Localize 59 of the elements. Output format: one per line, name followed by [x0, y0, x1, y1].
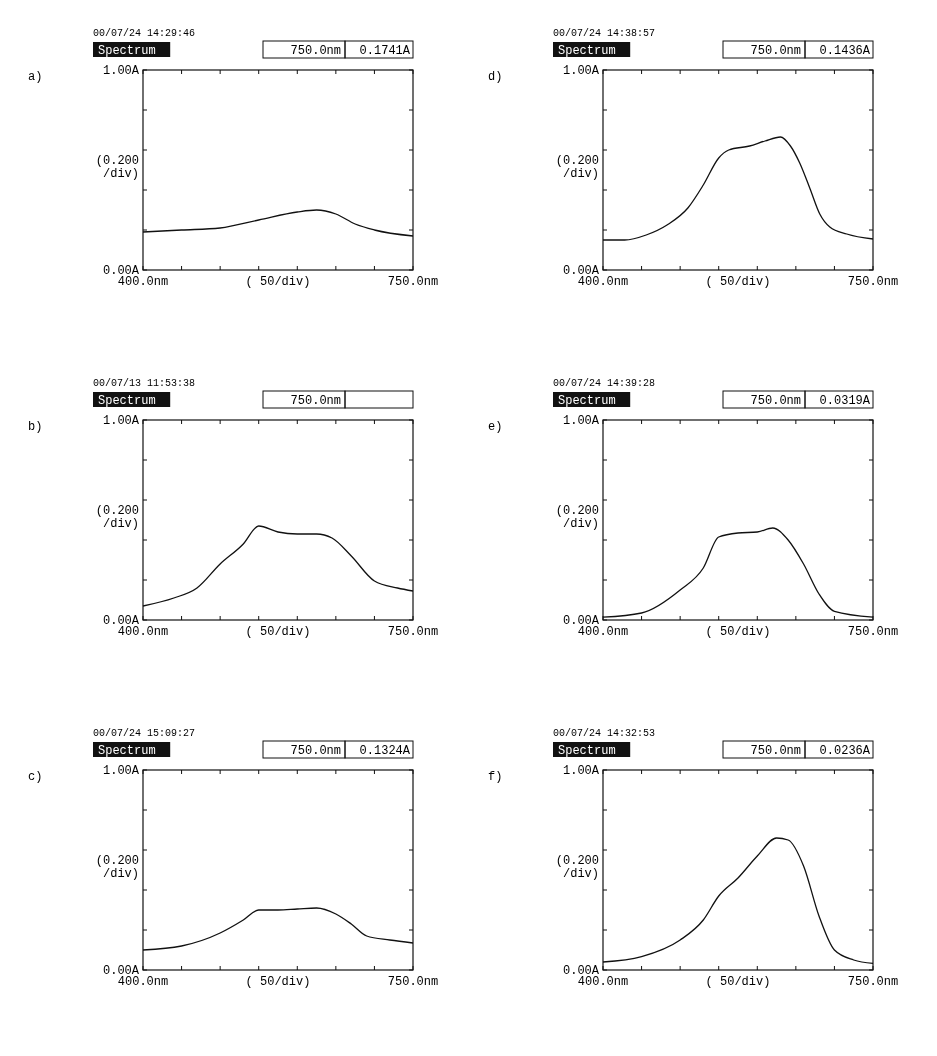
text: e) — [488, 420, 503, 434]
x-tick-label: 750.0nm — [387, 625, 439, 639]
x-tick-label: 400.0nm — [117, 975, 169, 989]
chart-subtitle: 00/07/24 14:38:57 — [553, 28, 656, 39]
text: d) — [488, 70, 503, 84]
text: 0.1436A — [819, 44, 871, 58]
y-axis-title: (0.200 /div) — [555, 504, 599, 531]
text: 750.0nm — [750, 744, 801, 758]
chart-title: Spectrum — [558, 393, 616, 408]
text: b) — [28, 420, 43, 434]
chart-subtitle: 00/07/24 15:09:27 — [93, 728, 196, 739]
x-axis-title: ( 50/div) — [705, 625, 771, 639]
text: 750.0nm — [290, 394, 341, 408]
x-axis-title: ( 50/div) — [705, 275, 771, 289]
text: 750.0nm — [290, 744, 341, 758]
y-tick-label: 1.00A — [102, 64, 140, 78]
text: 0.1741A — [359, 44, 411, 58]
chart-subtitle: 00/07/13 11:53:38 — [93, 378, 196, 389]
chart-subtitle: 00/07/24 14:32:53 — [553, 728, 656, 739]
y-axis-title: (0.200 /div) — [95, 504, 139, 531]
x-tick-label: 750.0nm — [847, 975, 899, 989]
x-tick-label: 750.0nm — [387, 975, 439, 989]
chart-title: Spectrum — [558, 43, 616, 58]
y-axis-title: (0.200 /div) — [95, 854, 139, 881]
text: f) — [488, 770, 503, 784]
chart-title: Spectrum — [98, 393, 156, 408]
x-axis-title: ( 50/div) — [245, 275, 311, 289]
x-tick-label: 750.0nm — [387, 275, 439, 289]
y-tick-label: 1.00A — [562, 764, 600, 778]
text: a) — [28, 70, 43, 84]
y-axis-title: (0.200 /div) — [95, 154, 139, 181]
text: 750.0nm — [750, 394, 801, 408]
x-axis-title: ( 50/div) — [245, 625, 311, 639]
text: 750.0nm — [750, 44, 801, 58]
text: 0.0236A — [819, 744, 871, 758]
chart-subtitle: 00/07/24 14:39:28 — [553, 378, 656, 389]
y-tick-label: 1.00A — [562, 414, 600, 428]
y-axis-title: (0.200 /div) — [555, 854, 599, 881]
x-tick-label: 400.0nm — [577, 975, 629, 989]
chart-subtitle: 00/07/24 14:29:46 — [93, 28, 196, 39]
y-tick-label: 1.00A — [102, 414, 140, 428]
y-axis-title: (0.200 /div) — [555, 154, 599, 181]
y-tick-label: 1.00A — [102, 764, 140, 778]
text: 0.0319A — [819, 394, 871, 408]
x-axis-title: ( 50/div) — [245, 975, 311, 989]
x-tick-label: 400.0nm — [117, 625, 169, 639]
chart-title: Spectrum — [558, 743, 616, 758]
x-tick-label: 750.0nm — [847, 625, 899, 639]
y-tick-label: 1.00A — [562, 64, 600, 78]
x-tick-label: 400.0nm — [117, 275, 169, 289]
text: 0.1324A — [359, 744, 411, 758]
text: 750.0nm — [290, 44, 341, 58]
chart-title: Spectrum — [98, 743, 156, 758]
x-tick-label: 400.0nm — [577, 275, 629, 289]
text: c) — [28, 770, 43, 784]
x-tick-label: 750.0nm — [847, 275, 899, 289]
x-tick-label: 400.0nm — [577, 625, 629, 639]
chart-title: Spectrum — [98, 43, 156, 58]
x-axis-title: ( 50/div) — [705, 975, 771, 989]
